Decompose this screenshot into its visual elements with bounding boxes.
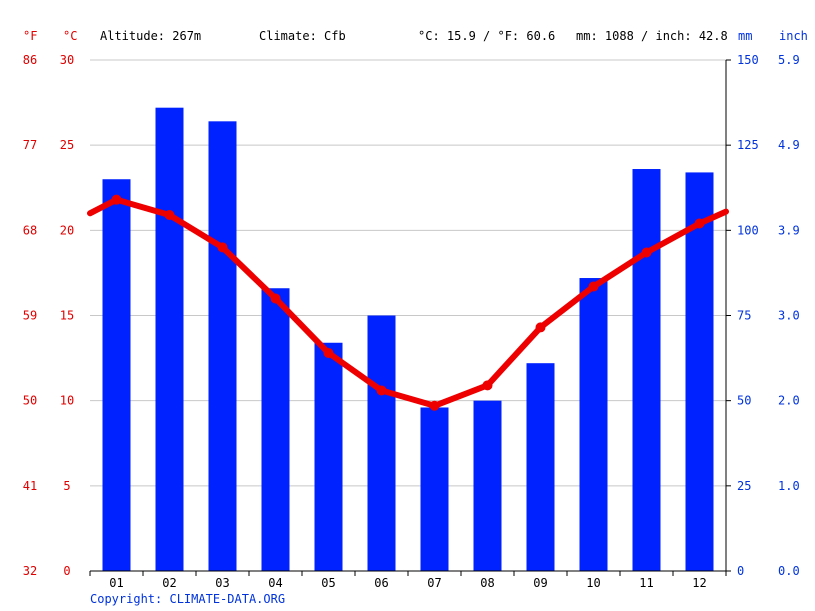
celsius-tick-label: 0	[63, 564, 70, 578]
copyright-text: Copyright: CLIMATE-DATA.ORG	[90, 592, 286, 606]
precipitation-bar	[314, 342, 343, 571]
temperature-point	[270, 293, 281, 304]
month-tick-label: 11	[639, 576, 653, 590]
average-temperature-label: °C: 15.9 / °F: 60.6	[418, 29, 555, 43]
mm-tick-label: 150	[737, 53, 759, 67]
total-precipitation-label: mm: 1088 / inch: 42.8	[576, 29, 728, 43]
celsius-tick-label: 20	[60, 223, 74, 237]
inch-tick-label: 0.0	[778, 564, 800, 578]
unit-inch-label: inch	[779, 29, 808, 43]
precipitation-bar	[685, 172, 714, 572]
month-tick-label: 04	[268, 576, 282, 590]
unit-mm-label: mm	[738, 29, 752, 43]
temperature-point	[482, 380, 493, 391]
mm-tick-label: 0	[737, 564, 744, 578]
month-tick-label: 03	[215, 576, 229, 590]
temperature-point	[376, 385, 387, 396]
temperature-line	[87, 196, 729, 409]
fahrenheit-tick-label: 32	[23, 564, 37, 578]
grid-lines	[90, 59, 726, 487]
month-tick-label: 07	[427, 576, 441, 590]
temperature-point	[641, 247, 652, 258]
precipitation-bar	[261, 288, 290, 571]
precipitation-bar	[367, 315, 396, 571]
unit-celsius-label: °C	[63, 29, 77, 43]
chart-axes	[89, 59, 731, 576]
precipitation-bar	[102, 179, 131, 571]
month-tick-label: 08	[480, 576, 494, 590]
month-tick-label: 05	[321, 576, 335, 590]
unit-fahrenheit-label: °F	[23, 29, 37, 43]
month-tick-label: 09	[533, 576, 547, 590]
temperature-point	[535, 322, 546, 333]
temperature-point	[217, 242, 228, 253]
inch-tick-label: 1.0	[778, 479, 800, 493]
inch-tick-label: 5.9	[778, 53, 800, 67]
precipitation-bar	[420, 407, 449, 571]
celsius-tick-label: 10	[60, 394, 74, 408]
chart-header: °F °C Altitude: 267m Climate: Cfb °C: 15…	[23, 29, 808, 43]
month-tick-label: 10	[586, 576, 600, 590]
altitude-label: Altitude: 267m	[100, 29, 201, 43]
temperature-point	[429, 400, 440, 411]
temperature-point	[323, 347, 334, 358]
celsius-tick-label: 25	[60, 138, 74, 152]
temperature-point	[694, 218, 705, 229]
month-tick-label: 02	[162, 576, 176, 590]
inch-tick-label: 3.9	[778, 223, 800, 237]
fahrenheit-tick-label: 59	[23, 309, 37, 323]
fahrenheit-tick-label: 41	[23, 479, 37, 493]
precipitation-bar	[526, 363, 555, 571]
inch-tick-label: 3.0	[778, 309, 800, 323]
month-tick-label: 12	[692, 576, 706, 590]
fahrenheit-tick-label: 68	[23, 223, 37, 237]
inch-tick-label: 4.9	[778, 138, 800, 152]
precipitation-bar	[473, 400, 502, 571]
precipitation-bar	[579, 278, 608, 571]
temperature-point	[111, 194, 122, 205]
precipitation-bar	[155, 107, 184, 572]
precipitation-bar	[632, 169, 661, 571]
celsius-tick-label: 15	[60, 309, 74, 323]
fahrenheit-tick-label: 77	[23, 138, 37, 152]
fahrenheit-tick-label: 50	[23, 394, 37, 408]
mm-tick-label: 50	[737, 394, 751, 408]
precipitation-bars	[102, 107, 714, 572]
temperature-line-group	[87, 194, 729, 411]
mm-tick-label: 75	[737, 309, 751, 323]
mm-tick-label: 100	[737, 223, 759, 237]
mm-tick-label: 25	[737, 479, 751, 493]
climate-label: Climate: Cfb	[259, 29, 346, 43]
mm-tick-label: 125	[737, 138, 759, 152]
celsius-tick-label: 5	[63, 479, 70, 493]
precipitation-bar	[208, 121, 237, 571]
temperature-point	[164, 210, 175, 221]
month-tick-label: 01	[109, 576, 123, 590]
tick-labels: 32 0 0 0.041 5 25 1.050 10 50 2.059 15 75 3.068 20 100…	[23, 53, 800, 590]
month-tick-label: 06	[374, 576, 388, 590]
celsius-tick-label: 30	[60, 53, 74, 67]
temperature-point	[588, 281, 599, 292]
inch-tick-label: 2.0	[778, 394, 800, 408]
fahrenheit-tick-label: 86	[23, 53, 37, 67]
